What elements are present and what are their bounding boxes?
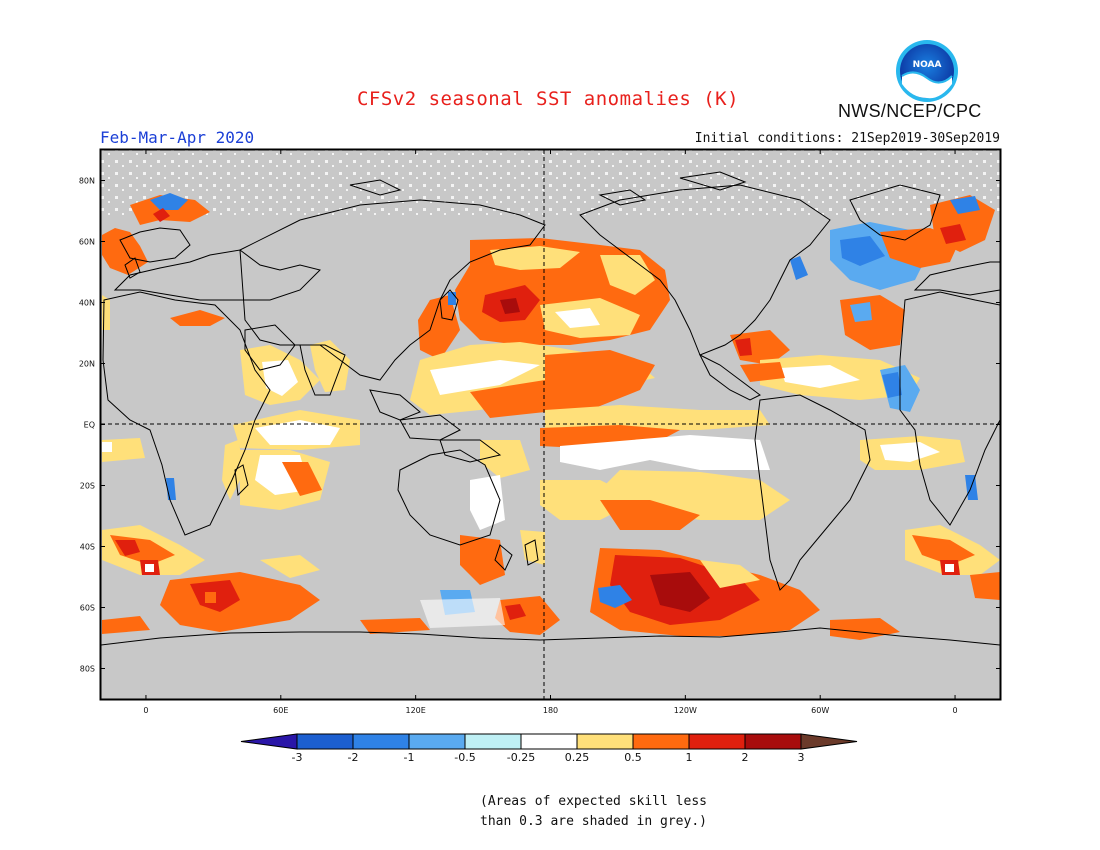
colorbar-high-triangle — [800, 733, 858, 750]
colorbar-label: -3 — [292, 751, 303, 764]
colorbar-segment — [744, 733, 802, 750]
colorbar-segment — [632, 733, 690, 750]
anomaly-patches-pacific — [360, 238, 900, 640]
lat-label: 80S — [80, 665, 95, 674]
colorbar-label: -0.25 — [507, 751, 535, 764]
lat-label: 20S — [80, 482, 95, 491]
colorbar-segment — [520, 733, 578, 750]
colorbar-segment — [296, 733, 354, 750]
season-label: Feb-Mar-Apr 2020 — [100, 128, 255, 147]
chart-title: CFSv2 seasonal SST anomalies (K) — [356, 88, 740, 110]
anomaly-patches-atlantic-indian — [102, 193, 360, 634]
colorbar-label: 2 — [742, 751, 749, 764]
longitude-axis: 0 60E 120E 180 120W 60W 0 — [143, 149, 958, 715]
colorbar-segment — [576, 733, 634, 750]
agency-label: NWS/NCEP/CPC — [838, 101, 982, 121]
lon-label: 120E — [405, 706, 425, 715]
lat-label: 80N — [79, 177, 95, 186]
colorbar-segment — [688, 733, 746, 750]
lat-label: EQ — [84, 421, 95, 430]
colorbar-segment — [352, 733, 410, 750]
colorbar-label: -2 — [348, 751, 359, 764]
lon-label: 60E — [273, 706, 288, 715]
lat-label: 60N — [79, 238, 95, 247]
noaa-logo: NOAA — [894, 38, 960, 108]
anomaly-patches-atlantic-right — [730, 195, 1000, 600]
logo-text: NOAA — [913, 60, 942, 70]
skill-note: (Areas of expected skill less than 0.3 a… — [480, 792, 707, 832]
colorbar: -3 -2 -1 -0.5 -0.25 0.25 0.5 1 2 3 — [240, 733, 858, 764]
lon-label: 0 — [953, 706, 958, 715]
lon-label: 120W — [674, 706, 697, 715]
lon-label: 180 — [543, 706, 558, 715]
skill-note-line-1: (Areas of expected skill less — [480, 794, 707, 809]
lat-label: 40N — [79, 299, 95, 308]
coastlines — [101, 171, 1000, 646]
lon-label: 0 — [143, 706, 148, 715]
latitude-axis: 80N 60N 40N 20N EQ 20S 40S 60S 80S — [79, 177, 1001, 674]
colorbar-label: 0.25 — [565, 751, 590, 764]
colorbar-label: -1 — [404, 751, 415, 764]
colorbar-label: -0.5 — [454, 751, 475, 764]
lat-label: 40S — [80, 543, 95, 552]
colorbar-label: 1 — [686, 751, 693, 764]
lon-label: 60W — [811, 706, 829, 715]
colorbar-label: 0.5 — [624, 751, 642, 764]
colorbar-segment — [464, 733, 522, 750]
lat-label: 60S — [80, 604, 95, 613]
initial-conditions-label: Initial conditions: 21Sep2019-30Sep2019 — [694, 131, 1000, 146]
map-field — [101, 150, 1000, 699]
skill-note-line-2: than 0.3 are shaded in grey.) — [480, 814, 707, 829]
lat-label: 20N — [79, 360, 95, 369]
colorbar-segment — [408, 733, 466, 750]
colorbar-low-triangle — [240, 733, 298, 750]
colorbar-label: 3 — [798, 751, 805, 764]
